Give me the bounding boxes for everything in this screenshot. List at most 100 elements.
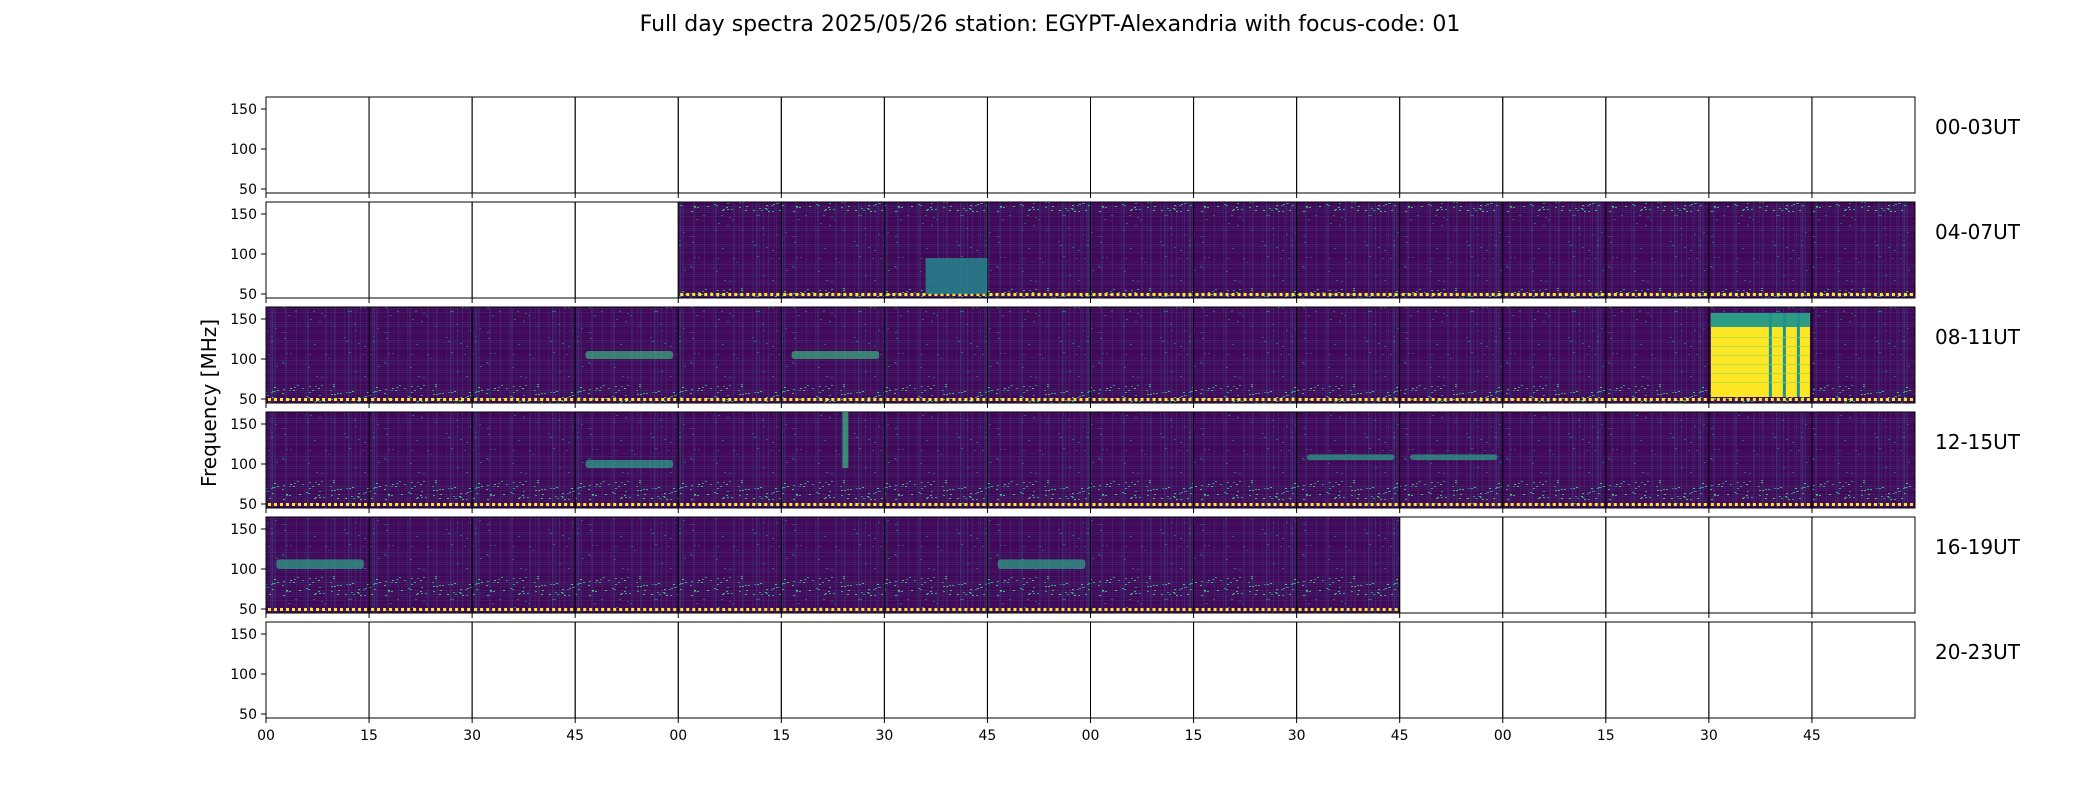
calibration-dot [1164, 503, 1168, 506]
calibration-dot [1182, 503, 1186, 506]
calibration-dot [1025, 608, 1029, 611]
calibration-dot [795, 503, 799, 506]
calibration-dot [1467, 398, 1471, 401]
calibration-dot [716, 293, 720, 296]
calibration-dot [1843, 503, 1847, 506]
x-tick-label: 30 [1700, 728, 1718, 744]
calibration-dot [1600, 398, 1604, 401]
calibration-dot [498, 503, 502, 506]
calibration-dot [1152, 503, 1156, 506]
row-2: 50 100 150 08-11UT [230, 306, 2021, 408]
calibration-dot [1631, 293, 1635, 296]
calibration-dot [1431, 503, 1435, 506]
calibration-dot [1001, 503, 1005, 506]
calibration-dot [486, 398, 490, 401]
calibration-dot [1661, 503, 1665, 506]
calibration-dot [1625, 398, 1629, 401]
calibration-dot [1661, 398, 1665, 401]
calibration-dot [1855, 398, 1859, 401]
calibration-dot [1873, 503, 1877, 506]
calibration-dot [1104, 398, 1108, 401]
calibration-dot [280, 503, 283, 506]
calibration-dot [1304, 293, 1308, 296]
spectrogram-panel [781, 412, 885, 508]
calibration-dot [831, 503, 835, 506]
calibration-dot [1352, 398, 1356, 401]
calibration-dot [1570, 503, 1574, 506]
calibration-dot [643, 503, 647, 506]
calibration-dot [389, 503, 393, 506]
calibration-dot [540, 398, 544, 401]
calibration-dot [789, 293, 793, 296]
calibration-dot [1364, 398, 1368, 401]
calibration-dot [1037, 398, 1041, 401]
calibration-dot [1152, 293, 1156, 296]
calibration-dot [916, 293, 920, 296]
calibration-dot [1285, 608, 1289, 611]
calibration-dot [680, 608, 684, 611]
calibration-dot [1067, 398, 1071, 401]
calibration-dot [728, 398, 732, 401]
calibration-dot [492, 503, 496, 506]
calibration-dot [280, 608, 283, 611]
calibration-dot [734, 503, 738, 506]
calibration-dot [1249, 503, 1253, 506]
x-tick-label: 45 [979, 728, 997, 744]
calibration-dot [413, 608, 417, 611]
calibration-dot [1643, 398, 1647, 401]
y-tick-label: 150 [230, 102, 257, 118]
spectrogram-panel [1193, 202, 1297, 298]
calibration-dot [976, 293, 980, 296]
calibration-dot [1691, 293, 1695, 296]
calibration-dot [1613, 398, 1617, 401]
calibration-dot [1891, 503, 1895, 506]
calibration-dot [849, 398, 853, 401]
row-0: 50 100 150 00-03UT [230, 96, 2021, 198]
calibration-dot [1164, 293, 1168, 296]
calibration-dot [922, 503, 926, 506]
calibration-dot [1710, 398, 1714, 401]
calibration-dot [1673, 293, 1677, 296]
calibration-dot [1110, 503, 1114, 506]
calibration-dot [704, 293, 708, 296]
spectrogram-panel [369, 307, 473, 403]
calibration-dot [1558, 503, 1562, 506]
calibration-dot [1340, 503, 1344, 506]
calibration-dot [886, 398, 890, 401]
calibration-dot [643, 398, 647, 401]
calibration-dot [1140, 608, 1144, 611]
calibration-dot [1758, 398, 1762, 401]
calibration-dot [613, 398, 617, 401]
calibration-dot [474, 503, 478, 506]
calibration-dot [449, 608, 453, 611]
panel-rows: 50 100 150 00-03UT 50 100 150 04-07UT 50 100 150 08… [230, 96, 2021, 723]
calibration-dot [716, 503, 720, 506]
calibration-dot [1619, 398, 1623, 401]
panel-frame [1811, 306, 1916, 404]
spectrogram-panel [1296, 307, 1400, 403]
calibration-dot [776, 398, 780, 401]
calibration-dot [1697, 398, 1701, 401]
calibration-dot [1255, 398, 1259, 401]
calibration-dot [946, 608, 950, 611]
panel-frame [1708, 96, 1813, 194]
calibration-dot [474, 398, 478, 401]
calibration-dot [1316, 608, 1320, 611]
panel-frame [471, 621, 576, 719]
row-label: 00-03UT [1935, 115, 2021, 139]
calibration-dot [1085, 503, 1089, 506]
calibration-dot [1752, 293, 1756, 296]
calibration-dot [504, 608, 508, 611]
spectrogram-panel [1193, 307, 1297, 403]
calibration-dot [298, 608, 301, 611]
calibration-dot [1794, 398, 1798, 401]
calibration-dot [1382, 398, 1386, 401]
calibration-dot [613, 608, 617, 611]
calibration-dot [734, 293, 738, 296]
feature-band [1306, 454, 1395, 460]
y-tick-label: 100 [230, 562, 257, 578]
calibration-dot [1419, 503, 1423, 506]
calibration-dot [1001, 608, 1005, 611]
calibration-dot [1037, 293, 1041, 296]
calibration-dot [1473, 398, 1477, 401]
